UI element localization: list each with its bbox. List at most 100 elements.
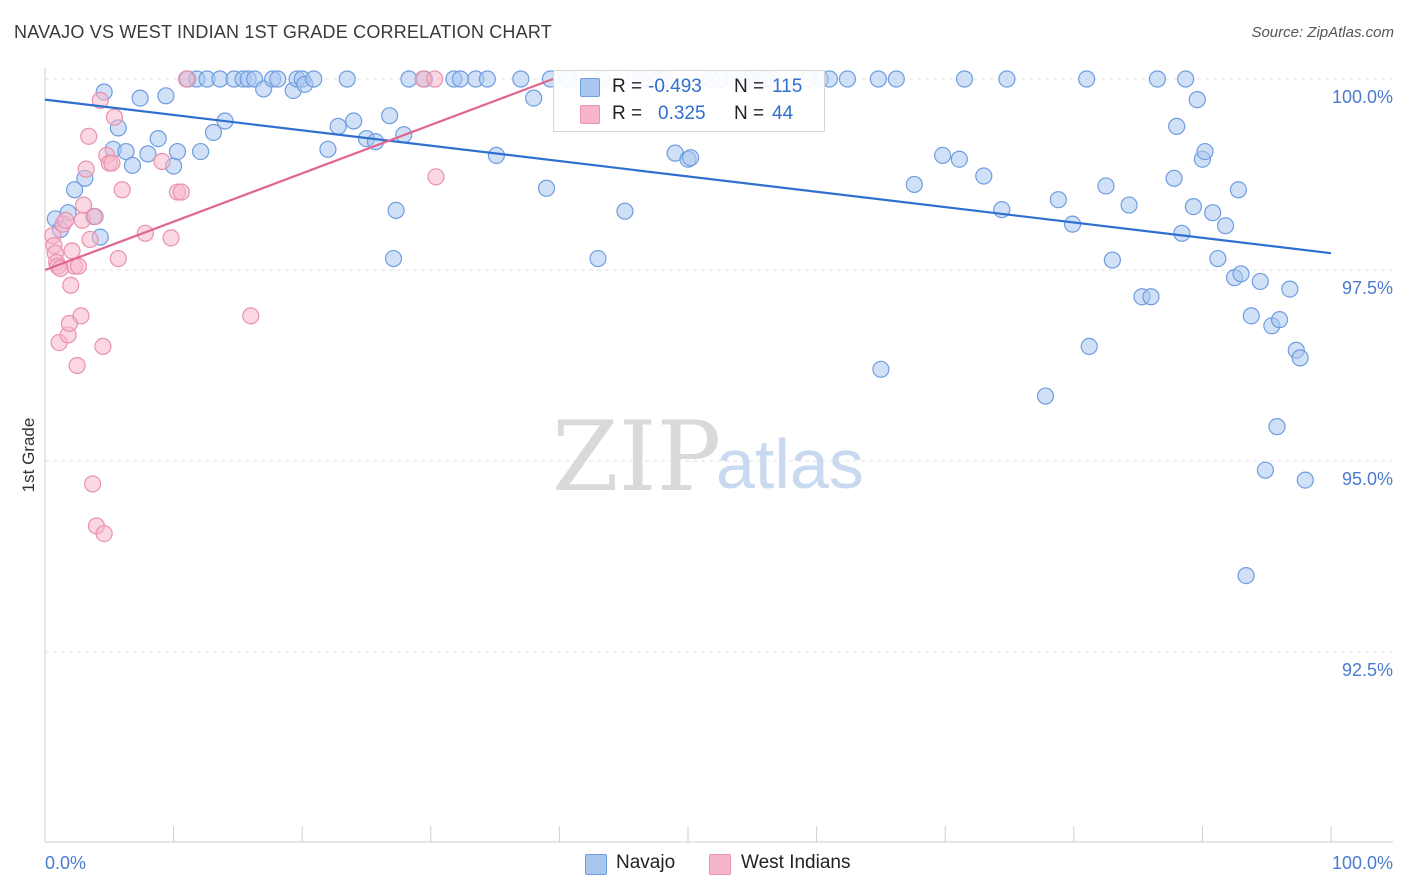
navajo-point [168,142,187,161]
navajo-point [681,149,700,167]
navajo-point [478,70,496,88]
west-indians-point [62,276,80,294]
y-tick-label: 100.0% [1332,87,1393,107]
navajo-point [1148,70,1166,88]
navajo-point [329,117,347,135]
navajo-point [525,89,543,107]
west-indians-point [95,524,113,543]
west-indians-point [177,70,196,88]
navajo-point [305,70,323,88]
navajo-point [157,87,175,105]
navajo-point [589,249,607,268]
navajo-point [869,70,887,88]
west-indians-point [86,207,104,226]
navajo-legend-swatch [585,854,607,875]
legend-row-navajo: R = -0.493 N = 115 [554,74,824,100]
navajo-point [1103,251,1121,269]
navajo-point [1268,418,1286,436]
legend-r-value: 0.325 [658,103,706,124]
navajo-point [65,181,84,199]
navajo-point [1165,169,1183,187]
y-tick-label: 95.0% [1342,469,1393,489]
navajo-point [537,179,556,197]
x-tick-label: 100.0% [1332,853,1393,873]
navajo-point [338,70,356,88]
navajo-swatch [580,78,600,97]
navajo-point [204,123,223,142]
west-indians-swatch [580,105,600,124]
west-indians-point [80,127,98,145]
trend-lines [44,77,1332,272]
west-indians-point [427,168,445,186]
navajo-point [975,167,993,185]
west-indians-point [72,307,90,325]
navajo-point [381,107,399,125]
navajo-point [1049,191,1067,209]
legend-r-value: -0.493 [648,76,702,97]
west-indians-point [63,242,81,260]
navajo-point [950,150,968,168]
west-indians-point [153,152,171,171]
navajo-point [1232,265,1250,283]
navajo-point [512,70,530,88]
navajo-point [384,249,403,268]
west-indians-point [91,91,109,109]
legend-n-label: N = [734,103,765,124]
west-indians-point [242,307,260,325]
navajo-point [1188,91,1206,109]
navajo-point [319,140,337,158]
navajo-point [139,145,157,163]
y-axis-title: 1st Grade [19,418,38,493]
west-indians-point [83,475,102,493]
west-indians-point [77,160,95,178]
navajo-point [1063,215,1082,233]
west-indians-point [162,229,180,247]
navajo-point [1251,272,1269,291]
tick-labels: 100.0% 97.5% 95.0% 92.5% 0.0% 100.0% 1st Grade [19,87,1393,873]
x-tick-label: 0.0% [45,853,86,873]
series-legend: Navajo West Indians [0,852,1406,878]
navajo-point [905,175,923,194]
navajo-point [998,70,1016,88]
west-indians-point [113,181,131,199]
y-tick-label: 97.5% [1342,278,1393,298]
watermark-atlas: atlas [716,425,864,503]
watermark-zip: ZIP [552,401,721,513]
west-indians-point [81,230,99,249]
navajo-point [1036,387,1055,405]
navajo-point [1281,280,1299,298]
legend-n-value: 115 [772,76,803,97]
navajo-point [451,70,469,88]
navajo-point [1177,70,1195,88]
legend-r-label: R = [612,103,643,124]
navajo-point [1196,142,1214,161]
navajo-trend-line [44,98,1332,255]
west-indians-point [74,196,93,214]
navajo-point [1237,566,1255,585]
west-indians-point [94,337,112,355]
navajo-point [616,202,634,220]
west-indians-trend-line [44,77,554,272]
navajo-point [872,360,890,378]
y-tick-label: 92.5% [1342,660,1393,680]
navajo-point [1209,249,1227,268]
navajo-point [1296,471,1314,489]
navajo-point [1078,70,1096,88]
west-indians-point [109,249,127,268]
west-indians-point [105,108,124,126]
navajo-point [1291,349,1309,367]
gridlines [45,78,1392,653]
navajo-point [131,89,149,107]
navajo-point [487,146,505,164]
navajo-point [1120,196,1138,214]
navajo-point [1242,307,1260,325]
navajo-point [1097,177,1115,195]
navajo-point [1080,337,1098,355]
stats-legend: R = -0.493 N = 115 R = 0.325 N = 44 [553,70,825,132]
navajo-point [1229,181,1248,199]
navajo-point [1256,461,1275,479]
west-indians-point [426,70,444,88]
west-indians-legend-swatch [709,854,731,875]
west-indians-point [56,211,75,229]
axes [44,68,1393,843]
